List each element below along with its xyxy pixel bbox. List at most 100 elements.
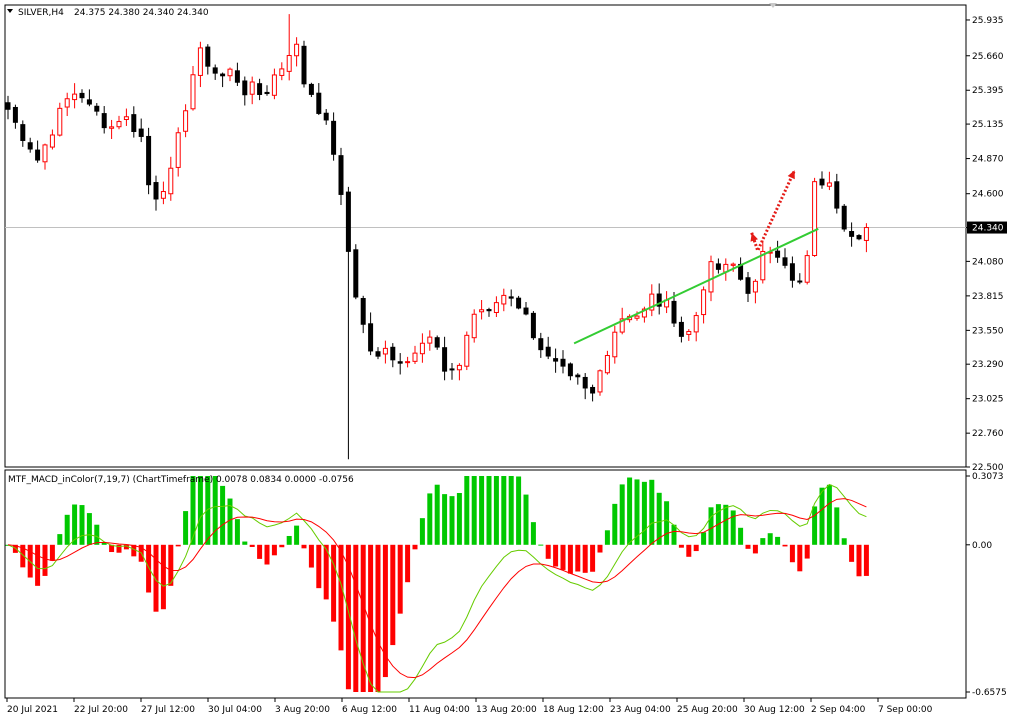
time-tick-label: 27 Jul 12:00	[141, 705, 195, 715]
candle-body	[826, 182, 832, 187]
macd-histogram-bar	[168, 544, 174, 586]
candle-body	[449, 368, 455, 371]
price-tick-label: 25.135	[972, 120, 1004, 130]
macd-histogram-bar	[227, 498, 233, 545]
candle-body	[590, 386, 596, 394]
macd-histogram-bar	[693, 544, 699, 552]
macd-histogram-bar	[664, 501, 670, 545]
macd-histogram-bar	[368, 544, 374, 692]
candle-body	[20, 124, 26, 141]
candle-body	[730, 263, 736, 266]
macd-histogram-bar	[553, 544, 559, 567]
candle-body	[612, 331, 618, 358]
macd-histogram-bar	[308, 544, 314, 568]
macd-histogram-bar	[419, 518, 425, 545]
macd-histogram-bar	[686, 544, 692, 557]
macd-histogram-bar	[101, 542, 107, 545]
time-tick-label: 18 Aug 12:00	[543, 705, 604, 715]
candle-body	[375, 351, 381, 357]
candle-body	[160, 191, 166, 199]
candle-body	[197, 47, 203, 76]
candle-body	[249, 81, 255, 95]
macd-header-title: MTF_MACD_inColor(7,19,7) (ChartTimeframe…	[8, 475, 354, 485]
macd-histogram-bar	[94, 524, 100, 545]
candle-body	[812, 181, 818, 256]
arrow-head-icon	[750, 232, 758, 242]
macd-histogram-bar	[146, 544, 152, 593]
macd-histogram-bar	[789, 544, 795, 563]
macd-tick-label: -0.6575	[972, 688, 1007, 698]
price-tick-label: 22.760	[972, 429, 1004, 439]
macd-histogram-bar	[730, 510, 736, 545]
macd-histogram-bar	[331, 544, 337, 622]
macd-histogram-bar	[760, 538, 766, 545]
candle-body	[5, 102, 11, 110]
macd-tick-label: 0.3073	[972, 472, 1004, 482]
candle-body	[101, 113, 107, 129]
macd-histogram-bar	[242, 541, 248, 545]
candle-body	[279, 68, 285, 76]
candle-body	[419, 342, 425, 355]
macd-histogram-bar	[35, 544, 41, 586]
macd-histogram-bar	[57, 534, 63, 545]
candle-body	[471, 313, 477, 339]
candle-body	[331, 120, 337, 155]
macd-histogram-bar	[582, 544, 588, 573]
candle-body	[693, 315, 699, 333]
candle-body	[841, 205, 847, 230]
macd-histogram-bar	[64, 514, 70, 545]
macd-histogram-bar	[819, 487, 825, 545]
macd-histogram-bar	[449, 496, 455, 545]
collapse-triangle-icon[interactable]	[7, 9, 13, 13]
candle-body	[323, 112, 329, 121]
price-tick-label: 24.080	[972, 257, 1004, 267]
candle-body	[501, 294, 507, 305]
candle-body	[604, 355, 610, 374]
time-tick-label: 25 Aug 20:00	[677, 705, 738, 715]
price-tick-label: 25.660	[972, 52, 1004, 62]
macd-histogram-bar	[641, 481, 647, 545]
macd-panel-border	[4, 469, 967, 699]
scroll-marker-icon[interactable]	[769, 3, 777, 8]
macd-tick-label: 0.00	[972, 541, 992, 551]
macd-histogram-bar	[116, 544, 122, 553]
time-tick-label: 2 Sep 04:00	[811, 705, 866, 715]
time-tick-label: 3 Aug 20:00	[275, 705, 330, 715]
macd-histogram-bar	[812, 506, 818, 545]
macd-histogram-bar	[671, 524, 677, 545]
macd-histogram-bar	[109, 544, 115, 553]
candle-body	[678, 321, 684, 337]
price-tick-label: 22.500	[972, 463, 1004, 473]
candle-body	[86, 99, 92, 105]
macd-histogram-bar	[471, 476, 477, 545]
macd-histogram-bar	[634, 479, 640, 545]
macd-histogram-bar	[738, 527, 744, 545]
forecast-arrow-path	[750, 169, 796, 255]
time-tick-label: 7 Sep 00:00	[878, 705, 933, 715]
macd-histogram-bar	[434, 484, 440, 545]
candle-body	[442, 347, 448, 372]
macd-histogram-bar	[516, 476, 522, 545]
candle-body	[390, 346, 396, 361]
candle-body	[368, 323, 374, 352]
macd-histogram-bar	[604, 530, 610, 545]
time-axis: 20 Jul 2021 22 Jul 20:00 27 Jul 12:00 30 Ju…	[6, 698, 933, 715]
macd-histogram-bar	[530, 522, 536, 545]
candle-body	[516, 297, 522, 309]
candle-body	[153, 182, 159, 200]
macd-histogram-bar	[131, 544, 137, 557]
candle-body	[286, 55, 292, 72]
candle-body	[656, 293, 662, 307]
candle-body	[72, 93, 78, 101]
support-trendline	[573, 227, 819, 345]
macd-histogram-bar	[597, 544, 603, 553]
candle-body	[49, 134, 55, 148]
price-tick-label: 23.815	[972, 292, 1004, 302]
macd-histogram-bar	[271, 544, 277, 556]
time-tick-label: 13 Aug 20:00	[476, 705, 537, 715]
annotation-layer	[573, 169, 819, 345]
candle-body	[863, 227, 869, 241]
candle-body	[353, 249, 359, 298]
candle-body	[64, 98, 70, 108]
macd-histogram-bar	[405, 544, 411, 583]
